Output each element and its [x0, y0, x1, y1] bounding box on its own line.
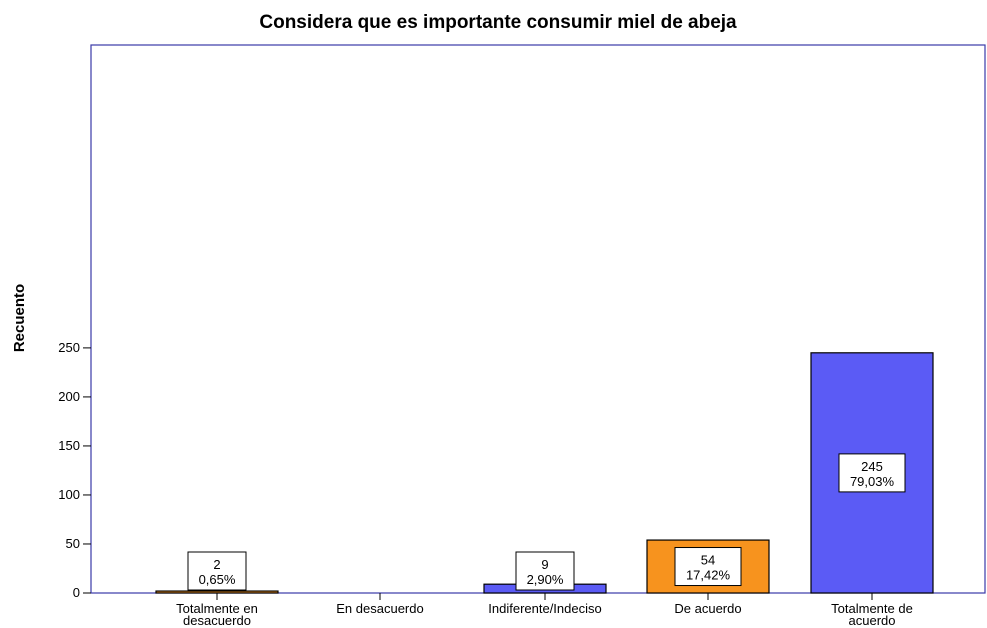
y-tick-label: 200 [58, 389, 80, 404]
data-label-0: 20,65% [187, 551, 247, 591]
y-tick-label: 50 [66, 536, 80, 551]
y-tick-label: 0 [73, 585, 80, 600]
data-label-count: 2 [213, 557, 220, 572]
data-label-count: 54 [701, 553, 715, 568]
data-label-box [515, 551, 575, 591]
x-category-label: Totalmente en [176, 601, 258, 616]
data-label-percent: 79,03% [850, 474, 895, 489]
x-category-label: De acuerdo [674, 601, 741, 616]
data-label-percent: 17,42% [686, 568, 731, 583]
y-tick-label: 150 [58, 438, 80, 453]
data-label-2: 92,90% [515, 551, 575, 591]
y-tick-label: 250 [58, 340, 80, 355]
data-label-box [674, 547, 742, 587]
y-axis-ticks: 0 50 100 150 200 250 [58, 340, 91, 600]
data-label-box [838, 453, 906, 493]
bar-0 [155, 590, 279, 594]
chart-title: Considera que es importante consumir mie… [259, 12, 737, 33]
x-category-label: Totalmente de [831, 601, 913, 616]
x-category-label: desacuerdo [183, 613, 251, 628]
x-category-label: acuerdo [849, 613, 896, 628]
data-label-percent: 0,65% [199, 572, 236, 587]
x-category-label: En desacuerdo [336, 601, 423, 616]
data-label-percent: 2,90% [527, 572, 564, 587]
data-label-count: 245 [861, 459, 883, 474]
data-label-count: 9 [541, 557, 548, 572]
data-label-box [187, 551, 247, 591]
x-category-label: Indiferente/Indeciso [488, 601, 601, 616]
y-axis-label: Recuento [11, 284, 28, 352]
y-tick-label: 100 [58, 487, 80, 502]
